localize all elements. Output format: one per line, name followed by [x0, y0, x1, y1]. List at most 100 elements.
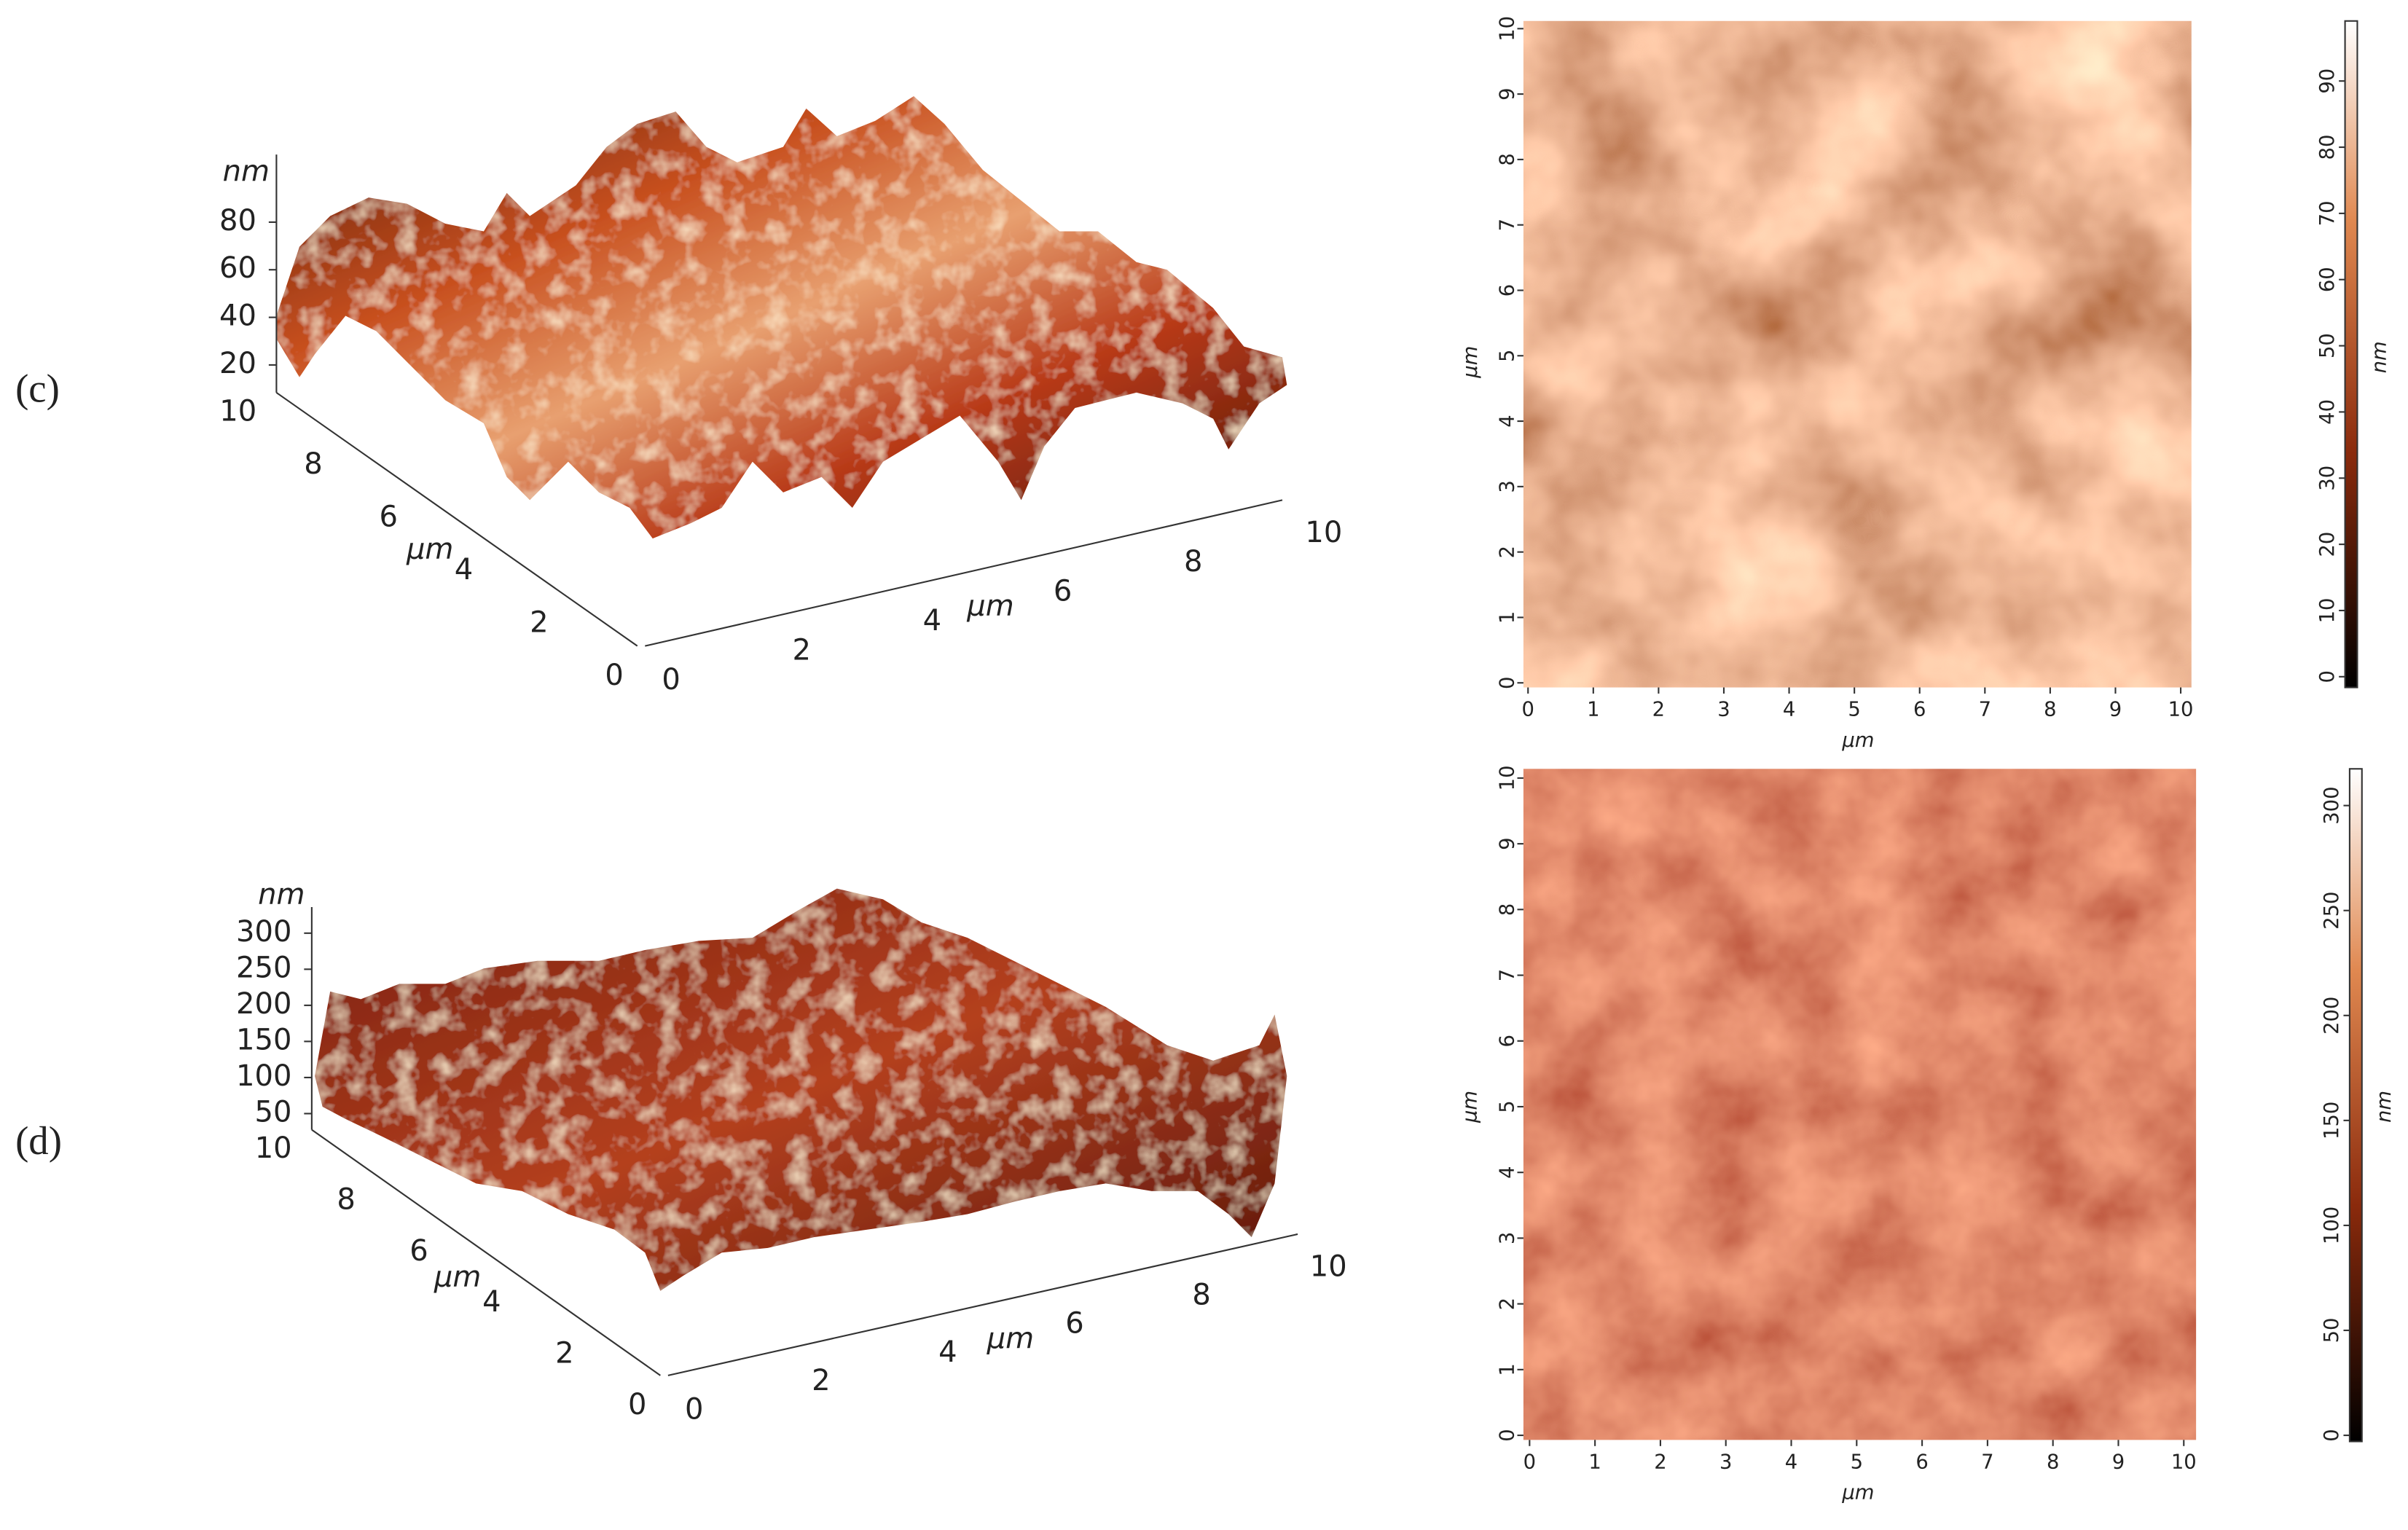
colorbar-tick-label: 150: [2321, 1102, 2343, 1139]
x-tick-label: 4: [923, 604, 941, 638]
z-tick-label: 20: [219, 347, 256, 380]
colorbar-tick-label: 200: [2321, 997, 2343, 1035]
y-tick-label: 10: [1496, 765, 1518, 790]
colorbar-tick-label: 100: [2321, 1207, 2343, 1244]
z-axis-label: nm: [258, 878, 305, 911]
y-tick-label: 10: [1496, 16, 1518, 42]
colorbar-tick-label: 90: [2316, 68, 2339, 94]
x-tick-label: 8: [2044, 699, 2056, 721]
z-tick-label: 40: [219, 299, 256, 333]
x-axis-label: μm: [987, 1322, 1034, 1355]
colorbar-tick-label: 70: [2316, 200, 2339, 226]
colorbar-tick-label: 20: [2316, 532, 2339, 557]
y-axis-label: μm: [1459, 1091, 1482, 1123]
x-tick-label: 10: [2171, 1451, 2197, 1473]
x-tick-label: 9: [2112, 1451, 2125, 1473]
y-tick-label: 0: [1496, 1429, 1518, 1441]
x-tick-label: 4: [1785, 1451, 1797, 1473]
colorbar-tick-label: 30: [2316, 466, 2339, 491]
depth-tick-label: 6: [409, 1234, 428, 1268]
colorbar-tick-label: 300: [2321, 787, 2343, 825]
y-tick-label: 4: [1496, 1166, 1518, 1178]
z-tick-label: 60: [219, 251, 256, 285]
y-tick-label: 2: [1496, 546, 1518, 558]
depth-tick-label: 4: [455, 553, 473, 586]
z-tick-label: 250: [236, 951, 291, 984]
y-axis-label: μm: [1459, 346, 1482, 379]
y-tick-label: 2: [1496, 1298, 1518, 1310]
x-tick-label: 10: [2168, 699, 2194, 721]
x-tick-label: 4: [938, 1335, 957, 1369]
depth-tick-label: 2: [555, 1337, 573, 1370]
depth-tick-label: 2: [530, 605, 548, 639]
x-axis-label: μm: [1841, 1482, 1874, 1504]
colorbar-label: nm: [2369, 341, 2391, 373]
colorbar: [2344, 20, 2358, 688]
depth-tick-label: 0: [628, 1388, 646, 1421]
x-tick-label: 7: [1981, 1451, 1993, 1473]
x-tick-label: 6: [1913, 699, 1926, 721]
depth-tick-label: 4: [482, 1285, 501, 1319]
x-tick-label: 2: [1654, 1451, 1666, 1473]
colorbar-tick-label: 40: [2316, 399, 2339, 425]
y-tick-label: 0: [1496, 677, 1518, 689]
colorbar-label: nm: [2373, 1091, 2396, 1123]
x-tick-label: 0: [685, 1392, 703, 1426]
panel-label: (c): [15, 366, 60, 410]
depth-tick-label: 8: [337, 1182, 355, 1216]
x-tick-label: 2: [793, 634, 811, 667]
x-tick-label: 2: [812, 1364, 830, 1397]
colorbar-tick-label: 0: [2321, 1429, 2343, 1441]
x-tick-label: 8: [2047, 1451, 2059, 1473]
x-tick-label: 4: [1783, 699, 1795, 721]
colorbar-tick-label: 50: [2316, 333, 2339, 358]
depth-axis: [275, 392, 638, 647]
colorbar-tick-label: 60: [2316, 267, 2339, 292]
surface-3d: [276, 96, 1287, 539]
surface-3d: [315, 888, 1287, 1291]
x-axis: [667, 1233, 1298, 1376]
colorbar-tick-label: 250: [2321, 892, 2343, 930]
y-tick-label: 6: [1496, 284, 1518, 297]
y-tick-label: 5: [1496, 1100, 1518, 1113]
z-tick-label: 200: [236, 987, 291, 1021]
x-tick-label: 5: [1851, 1451, 1863, 1473]
x-tick-label: 0: [1523, 1451, 1536, 1473]
y-tick-label: 4: [1496, 415, 1518, 427]
y-tick-label: 7: [1496, 219, 1518, 231]
z-tick-label: 80: [219, 204, 256, 238]
x-tick-label: 5: [1848, 699, 1860, 721]
afm-map: [1523, 769, 2197, 1440]
y-tick-label: 8: [1496, 153, 1518, 165]
colorbar-tick-label: 0: [2316, 670, 2339, 683]
z-tick-label: 100: [236, 1059, 291, 1093]
x-axis-label: μm: [966, 589, 1013, 623]
y-tick-label: 5: [1496, 350, 1518, 362]
y-tick-label: 9: [1496, 837, 1518, 850]
z-axis-label: nm: [223, 154, 270, 188]
z-tick-label: 50: [255, 1095, 292, 1129]
x-tick-label: 3: [1719, 1451, 1732, 1473]
depth-tick-label: 10: [255, 1131, 292, 1165]
y-tick-label: 3: [1496, 480, 1518, 493]
x-tick-label: 8: [1192, 1279, 1210, 1312]
y-tick-label: 9: [1496, 87, 1518, 100]
x-tick-label: 6: [1915, 1451, 1928, 1473]
afm-map: [1523, 20, 2192, 688]
z-tick-label: 300: [236, 915, 291, 949]
x-tick-label: 10: [1310, 1250, 1347, 1283]
depth-tick-label: 10: [219, 394, 256, 428]
x-axis-label: μm: [1841, 729, 1874, 752]
x-tick-label: 8: [1184, 545, 1202, 578]
x-tick-label: 0: [662, 663, 680, 697]
colorbar-tick-label: 10: [2316, 598, 2339, 624]
x-tick-label: 1: [1587, 699, 1599, 721]
colorbar: [2348, 768, 2363, 1443]
depth-axis-label: μm: [434, 1260, 481, 1294]
depth-axis-label: μm: [406, 533, 453, 566]
x-tick-label: 2: [1652, 699, 1665, 721]
x-tick-label: 6: [1054, 575, 1072, 608]
y-tick-label: 7: [1496, 969, 1518, 981]
depth-tick-label: 0: [605, 659, 623, 692]
